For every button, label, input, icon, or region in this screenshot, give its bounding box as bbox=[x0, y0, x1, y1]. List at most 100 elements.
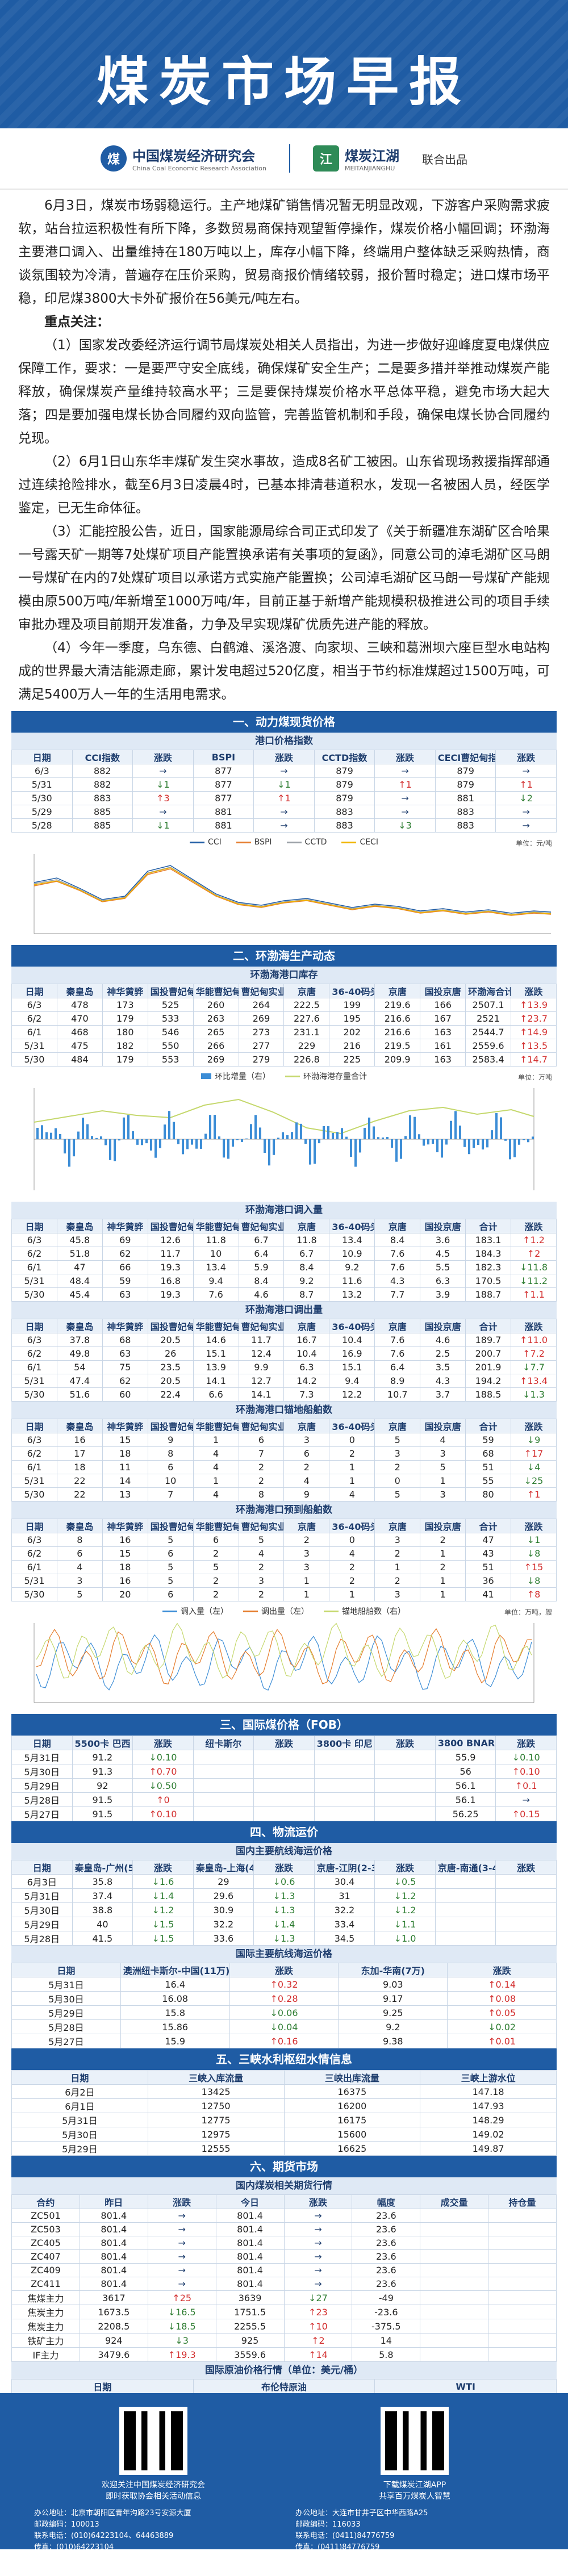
table-cell: ZC407 bbox=[11, 2249, 80, 2264]
table-header: 环渤海合计 bbox=[465, 984, 511, 998]
table-header: 京唐 bbox=[374, 1519, 421, 1533]
chart2-bar bbox=[82, 1118, 84, 1139]
table-cell: 5月30日 bbox=[11, 2127, 148, 2142]
table-cell: 8 bbox=[238, 1487, 285, 1502]
table-header: 3800 BNAR bbox=[435, 1736, 496, 1750]
table-header: 3800卡 印尼 bbox=[314, 1736, 375, 1750]
chart2-bar bbox=[486, 1139, 488, 1148]
chart2-bar bbox=[459, 1125, 461, 1139]
table-cell: ↓1.0 bbox=[374, 1931, 436, 1946]
table-cell: 3 bbox=[283, 1433, 330, 1447]
table-cell: 9.9 bbox=[238, 1360, 285, 1374]
table-cell: ↑1 bbox=[374, 777, 436, 792]
table-cell: 19.3 bbox=[147, 1287, 194, 1302]
table-header: 京唐 bbox=[374, 1319, 421, 1333]
table-cell: 801.4 bbox=[215, 2277, 285, 2291]
table-cell: 11.7 bbox=[238, 1333, 285, 1347]
table-cell: 75 bbox=[102, 1360, 148, 1374]
table-cell: → bbox=[495, 805, 557, 819]
table-header: 华能曹妃甸 bbox=[193, 1219, 239, 1233]
table-cell: 216 bbox=[329, 1039, 375, 1053]
table-header: 东加-华南(7万) bbox=[338, 1963, 448, 1977]
table-cell: ↓3 bbox=[147, 2333, 216, 2348]
table-cell: 2 bbox=[238, 1460, 285, 1474]
table-cell: 5 bbox=[420, 1460, 466, 1474]
focus-item: （4）今年一季度，乌东德、白鹤滩、溪洛渡、向家坝、三峡和葛洲坝六座巨型水电站构成… bbox=[18, 641, 550, 702]
table-cell bbox=[314, 1792, 375, 1807]
table-cell: ↓1.3 bbox=[510, 1387, 557, 1402]
table-header: 涨跌 bbox=[510, 1219, 557, 1233]
table-cell: 546 bbox=[147, 1025, 194, 1039]
chart2-bar bbox=[182, 1139, 184, 1155]
table-header: 华能曹妃甸 bbox=[193, 984, 239, 998]
table-cell: 68 bbox=[465, 1446, 511, 1461]
table-cell: 219.6 bbox=[374, 998, 421, 1012]
table-cell: 91.5 bbox=[72, 1806, 133, 1821]
table-cell: 3617 bbox=[79, 2290, 148, 2305]
chart2-bar bbox=[64, 1139, 66, 1154]
meitan-logo-icon: 江 bbox=[312, 145, 339, 172]
table-row: 5/31 3 16 5 2 3 1 2 2 1 36 ↓8 bbox=[11, 1574, 557, 1588]
table-cell: ↓0.6 bbox=[253, 1874, 315, 1889]
table-cell: 6/1 bbox=[11, 1460, 57, 1474]
chart2-bar bbox=[427, 1139, 429, 1145]
table-cell: 47 bbox=[56, 1260, 103, 1274]
table-header: 合约 bbox=[11, 2194, 80, 2209]
table-row: 5/31 47.4 62 20.5 14.1 12.7 14.2 9.4 8.9 4.3 194.2… bbox=[11, 1374, 557, 1388]
table-row: 5/31 22 14 10 1 2 4 1 0 1 55 ↓25 bbox=[11, 1474, 557, 1488]
table-cell bbox=[420, 2222, 489, 2236]
table-cell: ↓0.06 bbox=[229, 2005, 339, 2020]
table-cell bbox=[253, 1792, 315, 1807]
table-cell: 29 bbox=[193, 1874, 254, 1889]
table-cell: 12.4 bbox=[238, 1346, 285, 1361]
table-cell: 3 bbox=[374, 1587, 421, 1601]
chart2-bar bbox=[454, 1111, 457, 1139]
table-cell: 2 bbox=[329, 1446, 375, 1461]
table-cell: ↓4 bbox=[510, 1460, 557, 1474]
table-header: 36-40码头 bbox=[329, 1419, 375, 1433]
table-cell: 6 bbox=[283, 1446, 330, 1461]
table-cell: 2.5 bbox=[420, 1346, 466, 1361]
table-cell: ↓1 bbox=[253, 777, 315, 792]
intl-freight-table: 日期 澳洲纽卡斯尔-中国(11万) 涨跌 东加-华南(7万) 涨跌 5月31日 16.4 ↑0… bbox=[11, 1963, 557, 2048]
table-cell: ↓1.2 bbox=[132, 1902, 194, 1917]
table-cell: 3 bbox=[420, 1487, 466, 1502]
chart2-bar bbox=[504, 1139, 507, 1141]
table-cell: 6.3 bbox=[283, 1360, 330, 1374]
table-cell: 5/31 bbox=[11, 777, 73, 792]
table-cell: 45.4 bbox=[56, 1287, 103, 1302]
table-row: 6/3 37.8 68 20.5 14.6 11.7 16.7 10.4 7.6 4.6 189.7… bbox=[11, 1333, 557, 1347]
table-cell: 5月31日 bbox=[11, 2113, 148, 2127]
table-cell: ZC411 bbox=[11, 2277, 80, 2291]
table-row: 6/1 18 11 6 4 2 2 1 2 5 51 ↓4 bbox=[11, 1460, 557, 1474]
table-cell: ↑2 bbox=[510, 1247, 557, 1261]
table-cell: -375.5 bbox=[352, 2319, 421, 2334]
table-cell: ↓7.7 bbox=[510, 1360, 557, 1374]
chart2-bar bbox=[432, 1139, 434, 1144]
table-cell: 188.7 bbox=[465, 1287, 511, 1302]
table-cell: ↑1 bbox=[253, 791, 315, 805]
table-cell: 2 bbox=[238, 1587, 285, 1601]
table-row: 5月29日 40 ↓1.5 32.2 ↓1.4 33.4 ↓1.1 bbox=[11, 1917, 557, 1931]
table-cell: → bbox=[283, 2209, 353, 2223]
table-cell: 56 bbox=[435, 1764, 496, 1779]
table-cell: 5/31 bbox=[11, 1274, 57, 1288]
chart2-bar bbox=[364, 1128, 366, 1139]
table-cell bbox=[193, 1806, 254, 1821]
page-title: 煤炭市场早报 bbox=[96, 51, 471, 112]
table-row: 5月27日 91.5 ↑0.10 56.25 ↑0.15 bbox=[11, 1806, 557, 1821]
table-cell: 883 bbox=[314, 818, 375, 833]
chart2-bar bbox=[332, 1133, 334, 1139]
table-header: 京唐 bbox=[283, 1319, 330, 1333]
chart2-bar bbox=[414, 1116, 416, 1139]
table-header: 36-40码头 bbox=[329, 1519, 375, 1533]
table-header: 曹妃甸实业 bbox=[238, 1519, 285, 1533]
table-header: 神华黄骅 bbox=[102, 1519, 148, 1533]
table-row: 5月30日 16.08 ↑0.28 9.17 ↑0.08 bbox=[11, 1991, 557, 2006]
table-cell: 16375 bbox=[283, 2084, 421, 2099]
table-cell: 6.3 bbox=[420, 1274, 466, 1288]
chart2-bar bbox=[304, 1139, 307, 1144]
table-cell: 201.9 bbox=[465, 1360, 511, 1374]
table-row: 5/30 484 179 553 269 279 226.8 225 209.9 163 2583.… bbox=[11, 1052, 557, 1067]
table-cell: 14.1 bbox=[193, 1374, 239, 1388]
